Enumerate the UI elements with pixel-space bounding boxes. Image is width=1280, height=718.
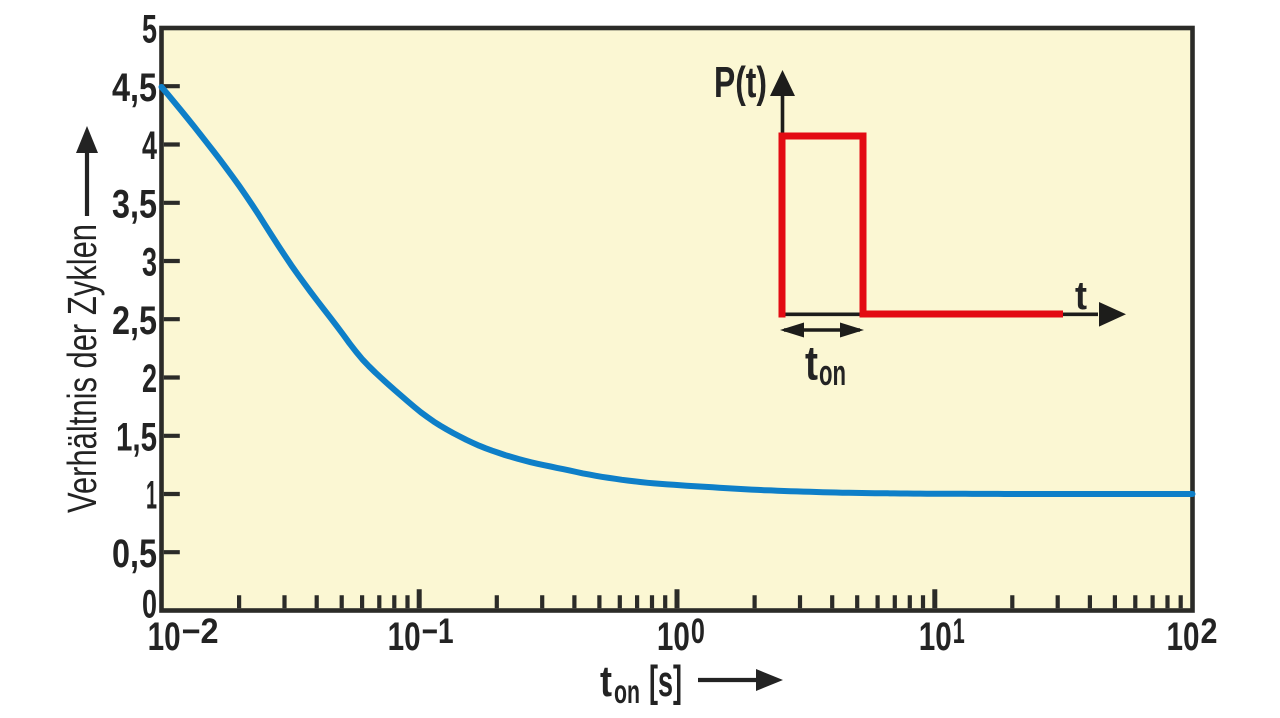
- svg-text:10: 10: [1167, 615, 1200, 659]
- svg-text:10: 10: [388, 615, 421, 659]
- svg-text:2,5: 2,5: [112, 299, 157, 343]
- svg-text:10: 10: [657, 615, 690, 659]
- svg-text:t: t: [1075, 274, 1087, 318]
- svg-text:1: 1: [953, 612, 965, 651]
- svg-text:on: on: [819, 352, 846, 393]
- svg-text:0,5: 0,5: [112, 532, 157, 576]
- svg-text:4: 4: [142, 124, 158, 168]
- svg-text:P(t): P(t): [714, 58, 767, 107]
- svg-text:0: 0: [142, 583, 157, 627]
- svg-text:10: 10: [148, 615, 181, 659]
- svg-text:[s]: [s]: [649, 657, 682, 706]
- svg-text:2: 2: [1201, 612, 1218, 651]
- svg-text:3,5: 3,5: [112, 182, 157, 226]
- svg-text:0: 0: [691, 612, 705, 651]
- svg-text:1,5: 1,5: [116, 415, 157, 459]
- svg-text:5: 5: [142, 8, 157, 52]
- svg-text:on: on: [614, 673, 640, 710]
- svg-text:4,5: 4,5: [112, 66, 157, 110]
- svg-text:t: t: [805, 338, 818, 391]
- svg-text:Verhältnis der Zyklen: Verhältnis der Zyklen: [59, 224, 105, 513]
- svg-text:3: 3: [142, 241, 157, 285]
- svg-text:1: 1: [146, 474, 157, 518]
- svg-text:−2: −2: [182, 612, 219, 651]
- svg-text:t: t: [600, 657, 612, 706]
- svg-text:2: 2: [142, 357, 157, 401]
- svg-text:10: 10: [919, 615, 952, 659]
- svg-text:−1: −1: [422, 612, 454, 651]
